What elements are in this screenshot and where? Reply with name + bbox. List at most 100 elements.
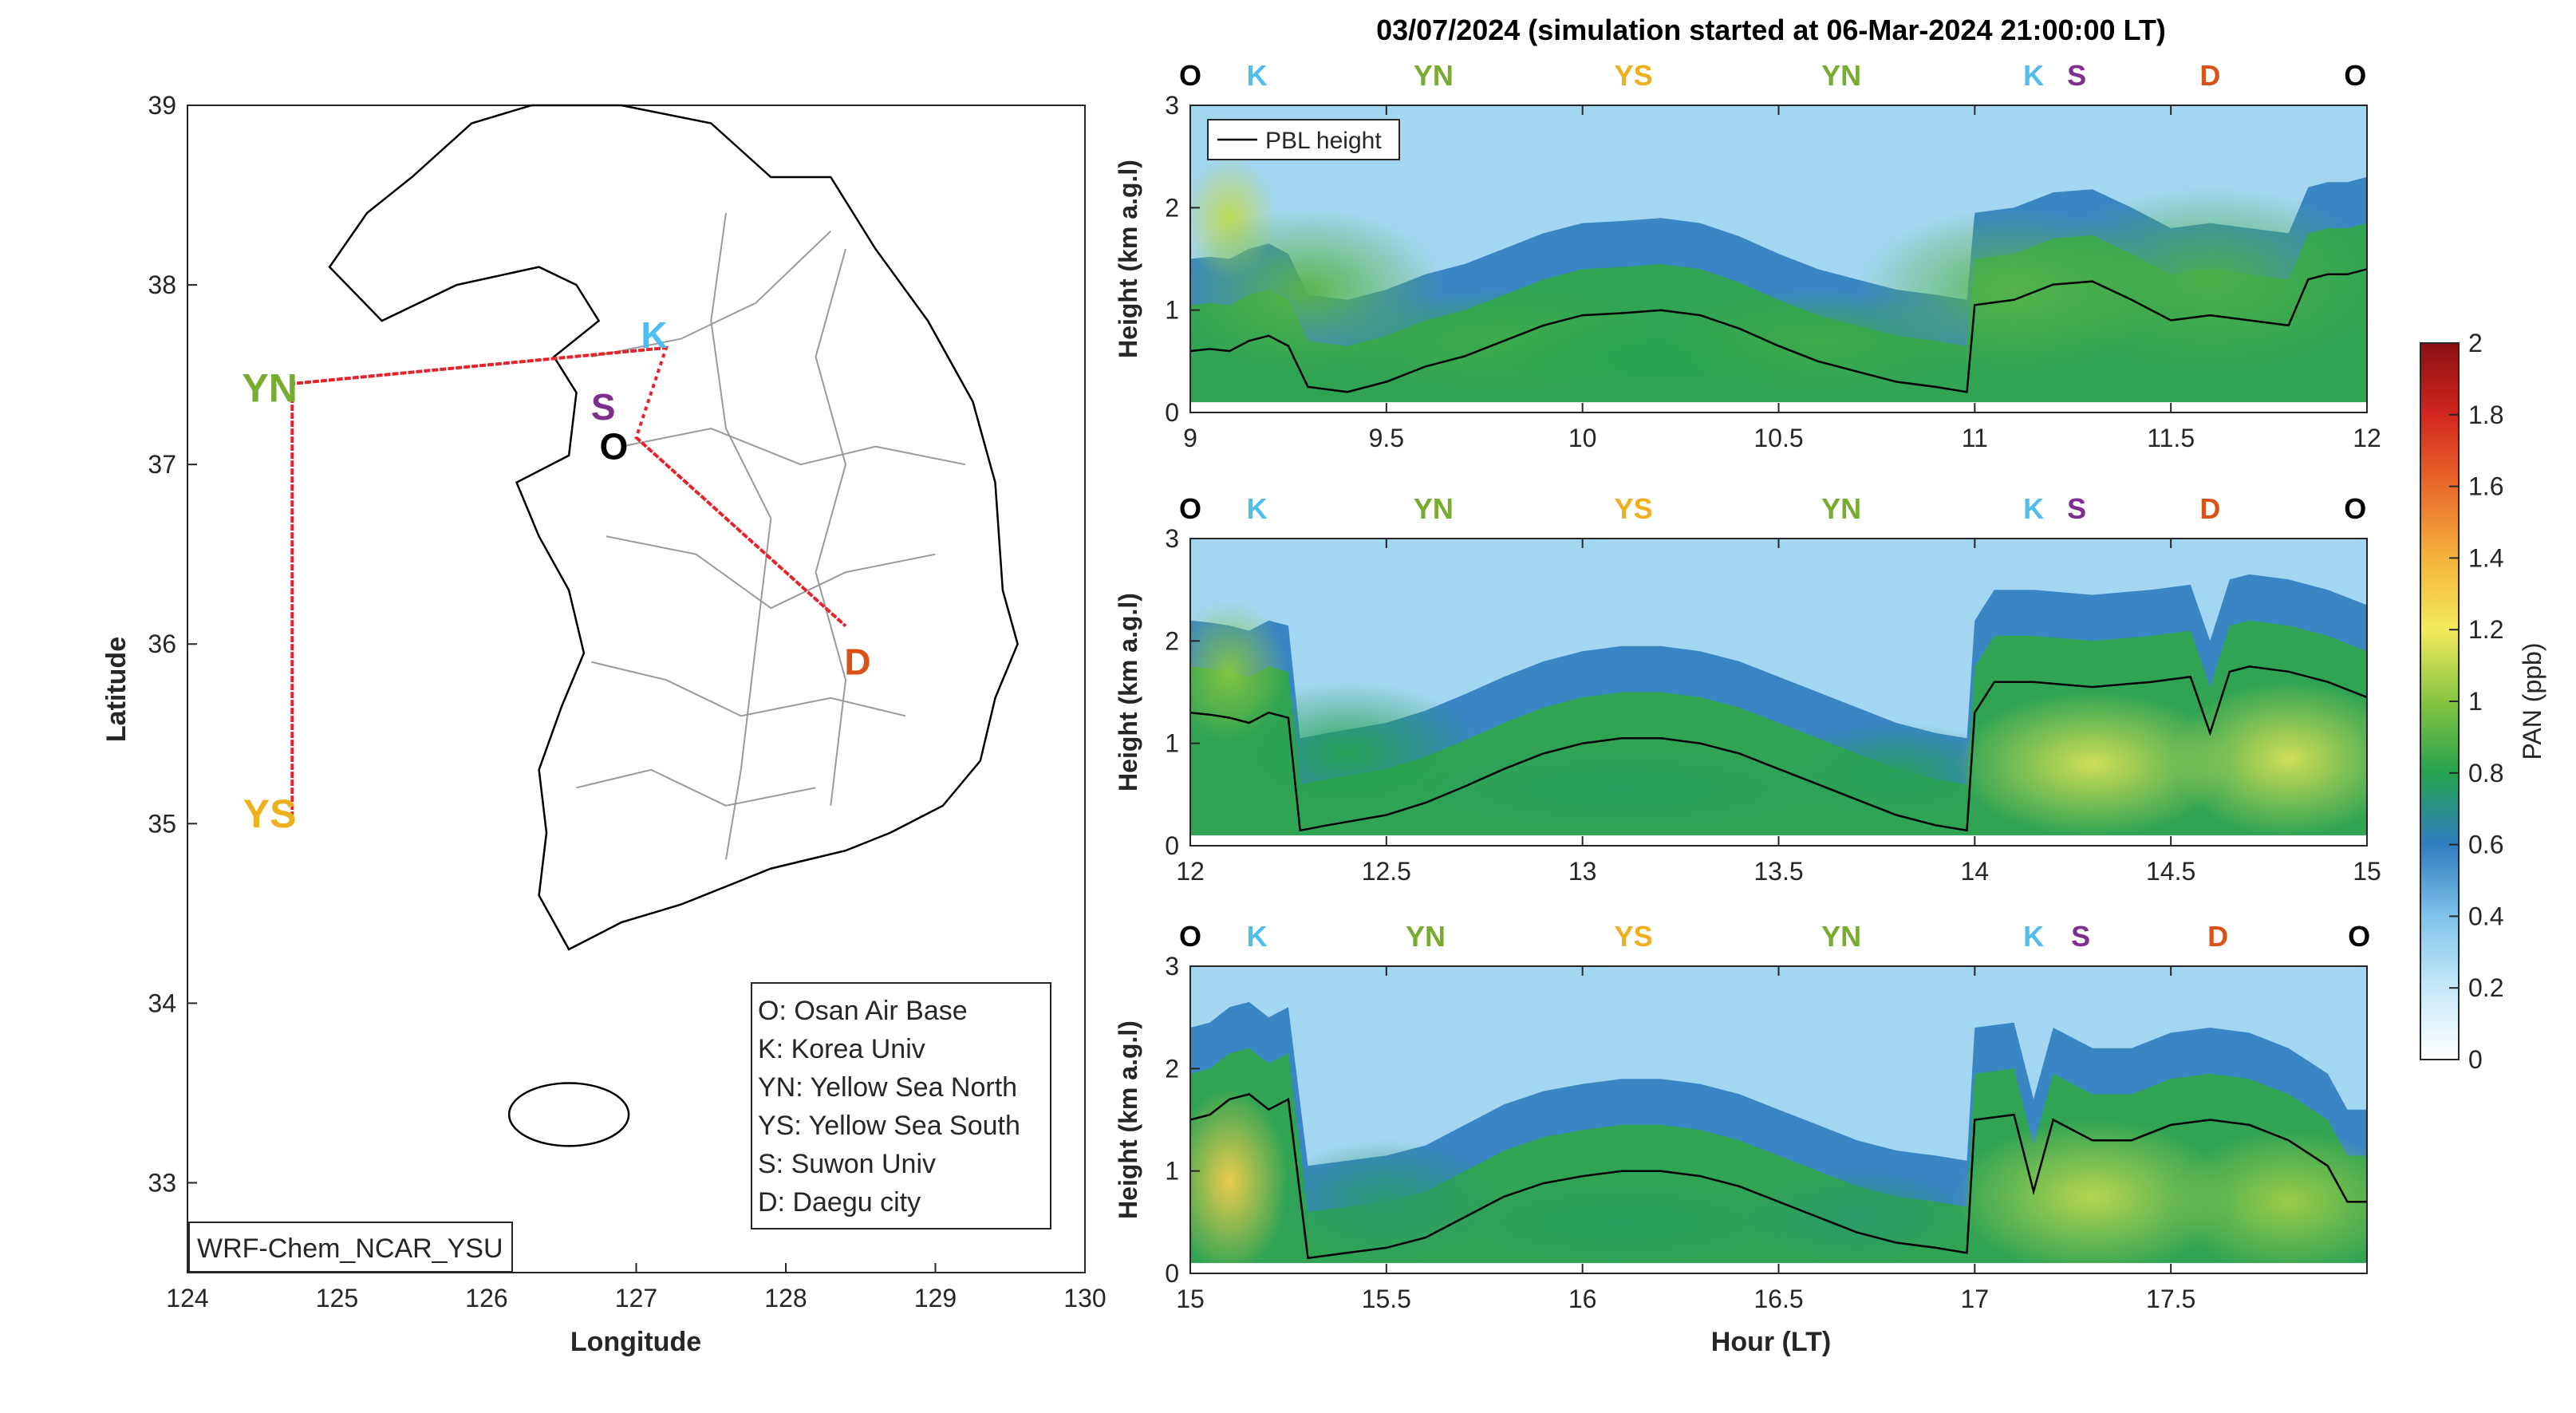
x-tick-label: 11 bbox=[1962, 424, 1988, 452]
map-x-tick-label: 126 bbox=[465, 1284, 507, 1312]
map-y-axis-label: Latitude bbox=[101, 637, 132, 742]
site-label-yn: YN bbox=[242, 366, 297, 411]
colorbar-tick-label: 0.4 bbox=[2468, 902, 2503, 930]
x-tick-label: 15 bbox=[2353, 857, 2381, 886]
colorbar-tick-label: 1 bbox=[2468, 687, 2483, 716]
map-panel: 124 125 126 127 128 129 130 33 34 35 36 37 38 39 O KS Y… bbox=[101, 91, 1107, 1357]
site-label-yn: YN bbox=[1406, 920, 1446, 953]
map-ticks: 124 125 126 127 128 129 130 33 34 35 36 37 38 39 bbox=[148, 91, 1106, 1312]
site-label-yn: YN bbox=[1821, 59, 1861, 92]
site-label-ys: YS bbox=[243, 791, 297, 836]
map-legend: O: Osan Air Base K: Korea Univ YN: Yello… bbox=[751, 982, 1051, 1229]
y-tick-label: 0 bbox=[1165, 1259, 1179, 1288]
site-label-ys: YS bbox=[1615, 492, 1653, 525]
colorbar-tick-label: 1.2 bbox=[2468, 615, 2503, 644]
hotspot bbox=[1190, 1089, 1288, 1273]
map-x-tick-label: 124 bbox=[166, 1284, 208, 1312]
legend-item: D: Daegu city bbox=[758, 1187, 921, 1218]
x-tick-label: 17.5 bbox=[2146, 1285, 2195, 1313]
y-axis-label: Height (km a.g.l) bbox=[1114, 160, 1142, 358]
colorbar-tick-label: 1.8 bbox=[2468, 401, 2503, 429]
colorbar-label: PAN (ppb) bbox=[2518, 642, 2546, 760]
x-tick-label: 12.5 bbox=[1362, 857, 1411, 886]
site-label-k: K bbox=[1247, 920, 1268, 953]
map-y-tick-label: 39 bbox=[148, 91, 176, 120]
site-label-k: K bbox=[1247, 59, 1268, 92]
hotspot bbox=[2171, 681, 2367, 836]
province-boundary bbox=[576, 768, 816, 807]
colorbar-tick-label: 1.4 bbox=[2468, 543, 2503, 572]
hotspot bbox=[2171, 1130, 2367, 1273]
site-label-o: O bbox=[1179, 59, 1201, 92]
y-tick-label: 2 bbox=[1165, 1054, 1179, 1083]
site-label-yn: YN bbox=[1414, 492, 1454, 525]
map-y-tick-label: 36 bbox=[148, 630, 176, 658]
x-tick-label: 12 bbox=[1176, 857, 1205, 886]
y-tick-label: 3 bbox=[1165, 91, 1179, 120]
site-label-s: S bbox=[591, 386, 616, 428]
colorbar-tick-label: 0.2 bbox=[2468, 973, 2503, 1002]
pbl-line bbox=[1189, 665, 2368, 832]
site-label-o: O bbox=[2344, 59, 2366, 92]
map-y-tick-label: 33 bbox=[148, 1168, 176, 1197]
site-label-o: O bbox=[2348, 920, 2370, 953]
province-boundary bbox=[591, 230, 831, 358]
site-label-k: K bbox=[2023, 59, 2044, 92]
site-label-k: K bbox=[641, 314, 667, 356]
map-y-tick-label: 37 bbox=[148, 450, 176, 479]
x-tick-label: 15.5 bbox=[1362, 1285, 1411, 1313]
map-x-tick-label: 129 bbox=[914, 1284, 957, 1312]
x-tick-label: 13 bbox=[1568, 857, 1597, 886]
site-label-o: O bbox=[1179, 920, 1201, 953]
province-boundary bbox=[591, 661, 906, 717]
site-label-k: K bbox=[2023, 920, 2044, 953]
pbl-line bbox=[1189, 1093, 2367, 1260]
curtain-x-axis-label: Hour (LT) bbox=[1711, 1327, 1831, 1357]
y-tick-label: 3 bbox=[1165, 524, 1179, 553]
x-tick-label: 14.5 bbox=[2146, 857, 2195, 886]
curtain-panel-3: 15 15.5 16 16.5 17 17.5 0 1 2 3 Height (km a.g.l) O… bbox=[1114, 920, 2370, 1313]
map-x-tick-label: 130 bbox=[1063, 1284, 1106, 1312]
y-axis-label: Height (km a.g.l) bbox=[1114, 593, 1142, 791]
chart-title: 03/07/2024 (simulation started at 06-Mar… bbox=[1376, 14, 2166, 46]
site-label-k: K bbox=[2023, 492, 2044, 525]
legend-item: O: Osan Air Base bbox=[758, 996, 968, 1026]
province-boundary bbox=[710, 212, 772, 860]
site-label-k: K bbox=[1247, 492, 1268, 525]
y-axis-label: Height (km a.g.l) bbox=[1114, 1020, 1142, 1219]
y-tick-label: 1 bbox=[1165, 729, 1179, 758]
site-label-s: S bbox=[2067, 59, 2086, 92]
hotspot bbox=[1955, 692, 2230, 836]
legend-item: YN: Yellow Sea North bbox=[758, 1072, 1017, 1103]
line-legend-label: PBL height bbox=[1265, 128, 1382, 154]
y-tick-label: 1 bbox=[1165, 1157, 1179, 1186]
x-tick-label: 14 bbox=[1961, 857, 1990, 886]
site-label-d: D bbox=[2199, 492, 2220, 525]
heatmap-field bbox=[1190, 539, 2367, 846]
y-tick-label: 1 bbox=[1165, 296, 1179, 325]
province-boundary bbox=[606, 535, 936, 610]
x-tick-label: 12 bbox=[2353, 424, 2381, 452]
hotspot bbox=[1955, 1119, 2230, 1273]
jeju-island bbox=[507, 1082, 630, 1147]
x-tick-label: 16 bbox=[1568, 1285, 1597, 1313]
korea-outline bbox=[328, 104, 1019, 951]
hotspot bbox=[1426, 1176, 1818, 1269]
site-label-ys: YS bbox=[1615, 920, 1653, 953]
map-y-tick-label: 35 bbox=[148, 809, 176, 838]
site-label-yn: YN bbox=[1821, 920, 1861, 953]
site-label-yn: YN bbox=[1414, 59, 1454, 92]
x-tick-label: 11.5 bbox=[2147, 424, 2195, 452]
flight-track bbox=[290, 345, 847, 815]
map-y-tick-label: 34 bbox=[148, 989, 176, 1017]
pbl-line bbox=[1189, 268, 2368, 393]
site-label-ys: YS bbox=[1615, 59, 1653, 92]
hotspot bbox=[1778, 723, 2014, 826]
map-x-tick-label: 125 bbox=[316, 1284, 358, 1312]
legend-item: S: Suwon Univ bbox=[758, 1149, 936, 1179]
map-x-tick-label: 128 bbox=[764, 1284, 807, 1312]
